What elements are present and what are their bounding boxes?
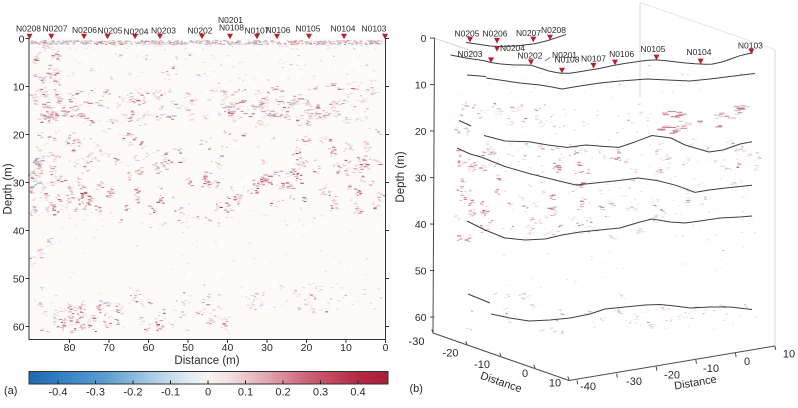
svg-text:N0204: N0204 — [500, 43, 525, 53]
svg-text:N0104: N0104 — [330, 24, 355, 34]
svg-text:60: 60 — [415, 312, 427, 324]
svg-text:0: 0 — [205, 387, 211, 399]
svg-text:0.4: 0.4 — [350, 387, 365, 399]
svg-text:60: 60 — [143, 342, 155, 354]
svg-text:-30: -30 — [409, 336, 425, 348]
svg-text:50: 50 — [13, 273, 25, 285]
svg-text:-10: -10 — [474, 359, 490, 371]
svg-text:N0207: N0207 — [42, 24, 67, 34]
svg-text:20: 20 — [415, 126, 427, 138]
svg-text:-20: -20 — [664, 370, 680, 382]
svg-text:10: 10 — [549, 378, 561, 390]
svg-text:0: 0 — [383, 342, 389, 354]
svg-text:Distance (m): Distance (m) — [174, 355, 239, 367]
svg-text:0.2: 0.2 — [275, 387, 290, 399]
svg-text:N0202: N0202 — [517, 51, 542, 61]
svg-text:-0.4: -0.4 — [49, 387, 68, 399]
svg-text:0.1: 0.1 — [238, 387, 253, 399]
svg-text:80: 80 — [64, 342, 76, 354]
svg-text:N0205: N0205 — [454, 29, 479, 39]
svg-text:Depth (m): Depth (m) — [3, 163, 15, 214]
svg-text:N0208: N0208 — [16, 24, 41, 34]
svg-text:N0103: N0103 — [361, 24, 386, 34]
svg-text:(a): (a) — [4, 385, 17, 397]
svg-text:40: 40 — [415, 219, 427, 231]
svg-text:30: 30 — [415, 172, 427, 184]
svg-text:N0207: N0207 — [516, 28, 541, 38]
svg-text:N0108: N0108 — [554, 55, 579, 65]
svg-text:0: 0 — [19, 33, 25, 45]
svg-text:0: 0 — [744, 356, 750, 368]
svg-text:N0104: N0104 — [686, 47, 711, 57]
svg-text:0: 0 — [522, 368, 528, 380]
svg-text:-20: -20 — [443, 348, 459, 360]
svg-text:-0.1: -0.1 — [161, 387, 180, 399]
svg-text:N0202: N0202 — [187, 26, 212, 36]
svg-text:0: 0 — [421, 33, 427, 45]
svg-text:-30: -30 — [626, 376, 642, 388]
svg-text:20: 20 — [301, 342, 313, 354]
svg-text:60: 60 — [13, 321, 25, 333]
svg-text:Depth (m): Depth (m) — [395, 151, 407, 202]
svg-text:N0106: N0106 — [265, 25, 290, 35]
svg-text:50: 50 — [415, 265, 427, 277]
svg-text:-0.2: -0.2 — [124, 387, 143, 399]
svg-text:N0106: N0106 — [609, 49, 634, 59]
svg-text:N0206: N0206 — [482, 29, 507, 39]
svg-text:N0105: N0105 — [295, 24, 320, 34]
svg-text:N0206: N0206 — [72, 25, 97, 35]
svg-text:30: 30 — [13, 177, 25, 189]
svg-text:10: 10 — [415, 79, 427, 91]
svg-text:70: 70 — [103, 342, 115, 354]
svg-text:N0105: N0105 — [640, 44, 665, 54]
svg-text:0.3: 0.3 — [313, 387, 328, 399]
svg-text:20: 20 — [13, 129, 25, 141]
svg-text:N0108: N0108 — [219, 23, 244, 33]
svg-text:N0103: N0103 — [738, 41, 763, 51]
svg-text:N0208: N0208 — [541, 25, 566, 35]
svg-text:40: 40 — [13, 225, 25, 237]
svg-text:N0201: N0201 — [218, 15, 243, 25]
svg-text:N0205: N0205 — [97, 26, 122, 36]
svg-text:10: 10 — [783, 349, 795, 361]
svg-text:N0203: N0203 — [151, 26, 176, 36]
svg-text:N0107: N0107 — [581, 54, 606, 64]
svg-text:N0204: N0204 — [123, 27, 148, 37]
svg-text:-0.3: -0.3 — [86, 387, 105, 399]
svg-text:30: 30 — [261, 342, 273, 354]
svg-text:N0203: N0203 — [457, 49, 482, 59]
svg-text:-10: -10 — [703, 363, 719, 375]
svg-text:(b): (b) — [410, 383, 423, 395]
svg-text:N0107: N0107 — [244, 26, 269, 36]
svg-text:-40: -40 — [580, 381, 596, 393]
svg-text:10: 10 — [13, 81, 25, 93]
svg-text:N0201: N0201 — [552, 50, 577, 60]
svg-text:10: 10 — [340, 342, 352, 354]
svg-text:50: 50 — [182, 342, 194, 354]
svg-text:40: 40 — [222, 342, 234, 354]
